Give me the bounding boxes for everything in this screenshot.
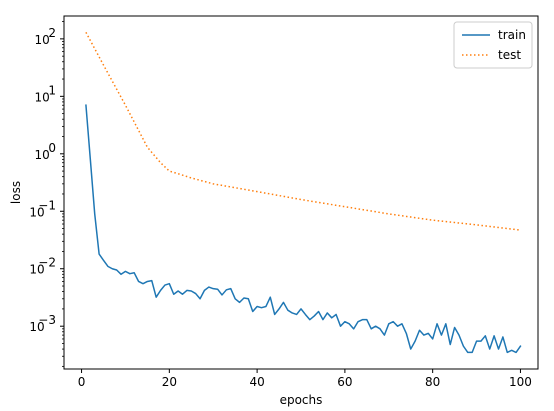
y-tick-label: 10 [35, 90, 50, 104]
series-line-test [85, 31, 521, 231]
y-tick-exponent: −1 [38, 198, 56, 212]
y-tick-label: 10 [29, 263, 44, 277]
x-tick-label: 80 [425, 375, 440, 389]
x-tick-label: 100 [509, 375, 532, 389]
series-line-train [85, 104, 522, 354]
x-axis-ticks: 0 20 40 60 80 100 [78, 369, 532, 389]
legend-label-test: test [498, 48, 521, 62]
series-layer [85, 31, 522, 354]
y-tick-label: 10 [35, 33, 50, 47]
x-tick-label: 40 [249, 375, 264, 389]
legend-box [453, 21, 533, 69]
y-axis-label: loss [9, 181, 23, 204]
x-tick-label: 20 [162, 375, 177, 389]
x-axis-label: epochs [280, 393, 323, 407]
x-tick-label: 60 [337, 375, 352, 389]
y-tick-exponent: 0 [48, 141, 56, 155]
y-tick-label: 10 [29, 320, 44, 334]
y-tick-label: 10 [35, 148, 50, 162]
y-tick-exponent: 2 [48, 26, 56, 40]
y-tick-exponent: −2 [38, 256, 56, 270]
legend: train test [453, 21, 533, 69]
legend-label-train: train [498, 28, 526, 42]
plot-frame [63, 15, 539, 370]
y-tick-exponent: 1 [48, 83, 56, 97]
y-tick-label: 10 [29, 205, 44, 219]
x-tick-label: 0 [78, 375, 86, 389]
y-tick-exponent: −3 [38, 313, 56, 327]
